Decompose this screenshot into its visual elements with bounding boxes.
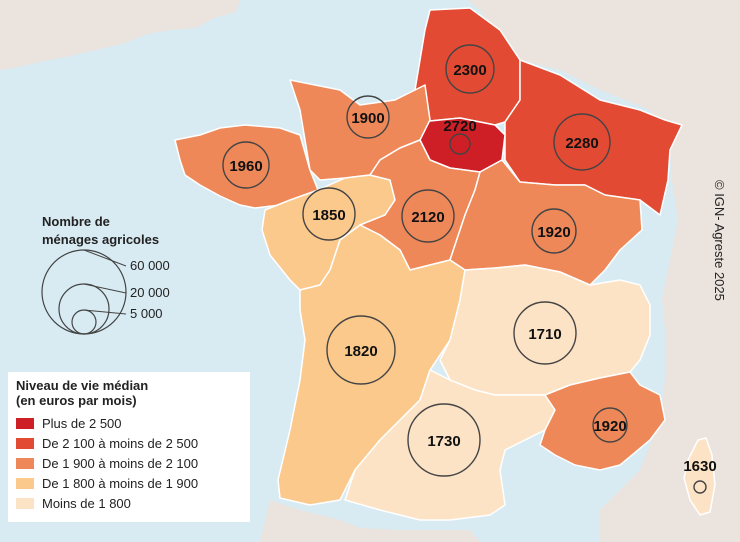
bubble-legend-label-small: 5 000	[130, 306, 163, 321]
region-corse[interactable]	[683, 437, 716, 516]
region-grand-est[interactable]	[504, 59, 683, 216]
legend-swatch	[16, 478, 34, 489]
value-corse: 1630	[683, 458, 716, 475]
value-nouvelle-aquitaine: 1820	[344, 343, 377, 360]
circle-centre-val-de-loire	[401, 189, 455, 243]
spain-landmass	[260, 500, 480, 542]
circle-occitanie	[407, 403, 481, 477]
bubble-legend-leader-large	[83, 249, 127, 267]
circle-normandie	[346, 95, 390, 139]
bubble-legend: Nombre de ménages agricoles 60 000 20 00…	[41, 214, 170, 335]
legend-title-line1: Niveau de vie médian	[16, 378, 149, 393]
legend-item: De 2 100 à moins de 2 500	[16, 434, 242, 453]
circle-nouvelle-aquitaine	[326, 315, 396, 385]
legend-item: De 1 900 à moins de 2 100	[16, 454, 242, 473]
value-grand-est: 2280	[565, 135, 598, 152]
circle-grand-est	[553, 113, 611, 171]
bubble-legend-circle-small	[71, 309, 97, 335]
bubble-legend-label-medium: 20 000	[130, 285, 170, 300]
legend-item: De 1 800 à moins de 1 900	[16, 474, 242, 493]
legend-label: Moins de 1 800	[42, 496, 131, 511]
bubble-legend-title-line1: Nombre de	[42, 214, 110, 229]
legend-item: Moins de 1 800	[16, 494, 242, 513]
circle-hauts-de-france	[445, 44, 495, 94]
region-values: 2300 2720 2280 1900 1960 1850 2120 1920 …	[229, 62, 716, 475]
value-pays-de-la-loire: 1850	[312, 207, 345, 224]
region-provence-alpes-cote-d-azur[interactable]	[539, 371, 666, 471]
legend-swatch	[16, 418, 34, 429]
circle-bourgogne-franche-comte	[531, 208, 577, 254]
value-bourgogne-franche-comte: 1920	[537, 224, 570, 241]
value-centre-val-de-loire: 2120	[411, 209, 444, 226]
legend-title-line2: (en euros par mois)	[16, 393, 137, 408]
color-legend: Niveau de vie médian (en euros par mois)…	[8, 372, 250, 522]
circle-corse	[693, 480, 707, 494]
legend-swatch	[16, 458, 34, 469]
legend-item: Plus de 2 500	[16, 414, 242, 433]
value-normandie: 1900	[351, 110, 384, 127]
bubble-legend-circle-large	[41, 249, 127, 335]
proportional-circles	[222, 44, 707, 494]
legend-label: Plus de 2 500	[42, 416, 122, 431]
circle-pays-de-la-loire	[302, 187, 356, 241]
legend-label: De 1 900 à moins de 2 100	[42, 456, 199, 471]
bubble-legend-leader-small	[83, 309, 127, 315]
legend-label: De 2 100 à moins de 2 500	[42, 436, 199, 451]
regions	[174, 7, 716, 521]
value-hauts-de-france: 2300	[453, 62, 486, 79]
value-occitanie: 1730	[427, 433, 460, 450]
bubble-legend-leader-medium	[83, 283, 127, 294]
legend-swatch	[16, 438, 34, 449]
uk-landmass	[0, 0, 240, 70]
bubble-legend-label-large: 60 000	[130, 258, 170, 273]
circle-bretagne	[222, 141, 270, 189]
circle-auvergne-rhone-alpes	[513, 301, 577, 365]
legend-label: De 1 800 à moins de 1 900	[42, 476, 199, 491]
value-ile-de-france: 2720	[443, 118, 476, 135]
value-provence-alpes-cote-d-azur: 1920	[593, 418, 626, 435]
legend-swatch	[16, 498, 34, 509]
bubble-legend-title-line2: ménages agricoles	[42, 232, 159, 247]
circle-provence-alpes-cote-d-azur	[592, 407, 628, 443]
value-auvergne-rhone-alpes: 1710	[528, 326, 561, 343]
credit: © IGN- Agreste 2025	[712, 180, 727, 301]
circle-ile-de-france	[449, 133, 471, 155]
value-bretagne: 1960	[229, 158, 262, 175]
bubble-legend-circle-medium	[58, 283, 110, 335]
